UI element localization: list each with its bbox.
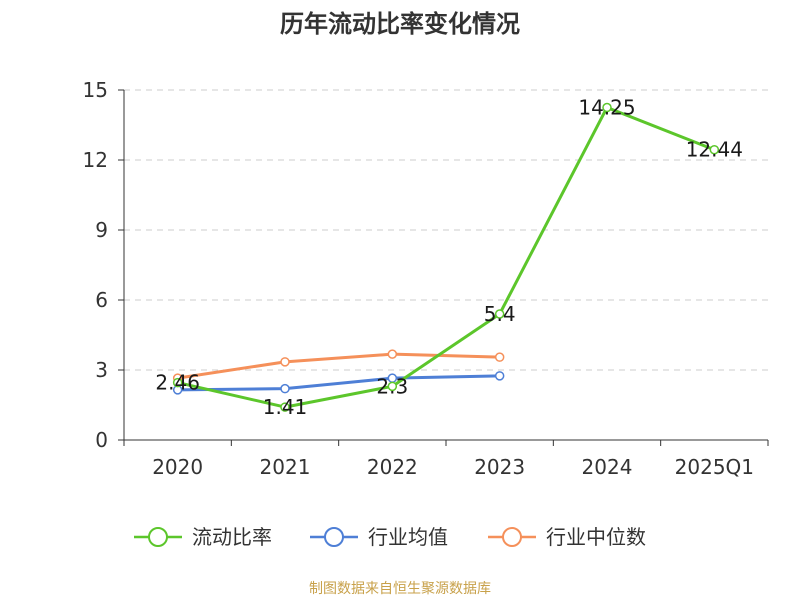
data-point [602, 102, 612, 113]
legend-label: 流动比率 [192, 525, 272, 549]
data-point [172, 377, 183, 388]
y-tick-label: 6 [95, 288, 108, 312]
data-point [280, 402, 290, 412]
data-point [709, 144, 720, 155]
data-point [494, 352, 505, 362]
series-line [177, 106, 715, 409]
series-lines [172, 102, 720, 412]
chart-title: 历年流动比率变化情况 [280, 10, 520, 38]
data-label: 12.44 [686, 138, 743, 162]
data-point [280, 383, 290, 394]
x-tick-label: 2022 [367, 455, 418, 479]
y-tick-label: 3 [95, 358, 108, 382]
x-tick-label: 2024 [582, 455, 633, 479]
series-line [177, 374, 500, 392]
data-label: 1.41 [263, 395, 308, 419]
y-tick-label: 9 [95, 218, 108, 242]
data-label: 2.3 [376, 374, 408, 398]
legend-label: 行业中位数 [546, 525, 646, 549]
legend-label: 行业均值 [368, 525, 448, 549]
legend-marker [324, 527, 344, 547]
data-labels: 2.46 1.41 2.3 5.4 14.25 12.44 [155, 96, 743, 420]
legend-marker [502, 527, 522, 547]
x-tick-label: 2021 [260, 455, 311, 479]
x-tick-label: 2025Q1 [675, 455, 754, 479]
legend-item[interactable]: 行业中位数 [488, 525, 646, 549]
legend-item[interactable]: 行业均值 [310, 525, 448, 549]
data-point [280, 357, 290, 367]
gridlines [124, 89, 768, 371]
y-tick-label: 15 [83, 78, 108, 102]
series-line [177, 352, 500, 380]
data-label: 2.46 [155, 371, 200, 395]
data-point [494, 309, 505, 319]
data-label: 14.25 [578, 96, 635, 120]
data-point [387, 381, 398, 392]
x-tick-label: 2023 [474, 455, 525, 479]
legend-marker [148, 527, 168, 547]
legend[interactable]: 流动比率 行业均值 行业中位数 [134, 525, 646, 549]
source-note: 制图数据来自恒生聚源数据库 [309, 581, 491, 597]
data-point [494, 371, 505, 381]
data-label: 5.4 [484, 302, 516, 326]
y-tick-label: 12 [83, 148, 108, 172]
x-tick-label: 2020 [152, 455, 203, 479]
data-point [387, 349, 398, 359]
y-tick-label: 0 [95, 428, 108, 452]
axes: 0 3 6 9 12 15 2020 2021 2022 2023 2024 2025Q1 [83, 78, 769, 479]
legend-item[interactable]: 流动比率 [134, 525, 272, 549]
